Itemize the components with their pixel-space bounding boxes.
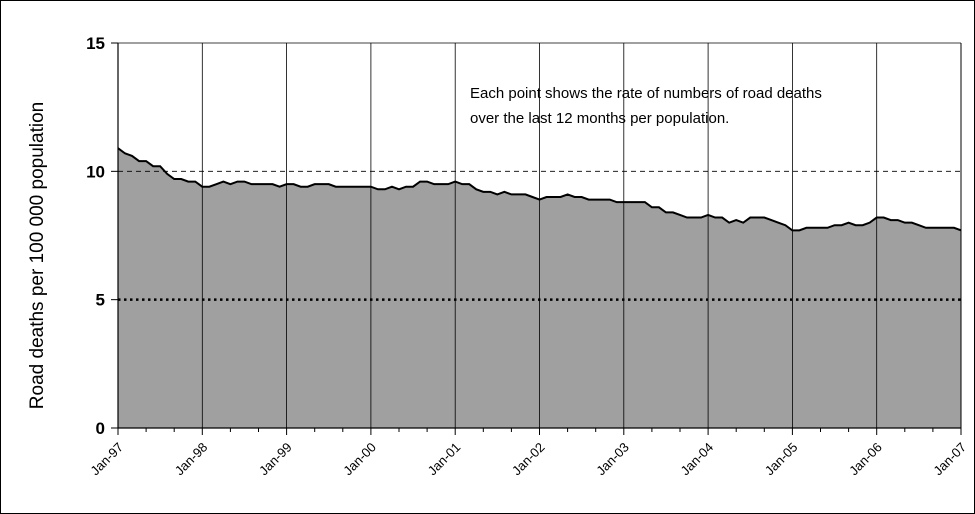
y-tick-label: 15 — [86, 34, 105, 53]
y-axis: 0 5 10 15 — [86, 34, 118, 438]
x-tick-label: Jan-04 — [678, 440, 717, 479]
series-line — [117, 147, 962, 232]
x-tick-label: Jan-99 — [256, 440, 295, 479]
x-tick-label: Jan-06 — [846, 440, 885, 479]
x-tick-label: Jan-01 — [425, 440, 464, 479]
x-tick-label: Jan-02 — [509, 440, 548, 479]
y-tick-label: 0 — [96, 419, 105, 438]
x-tick-label: Jan-05 — [762, 440, 801, 479]
x-tick-label: Jan-03 — [593, 440, 632, 479]
x-tick-label: Jan-97 — [87, 440, 126, 479]
y-axis-title: Road deaths per 100 000 population — [27, 102, 48, 409]
x-tick-label: Jan-00 — [340, 440, 379, 479]
annotation-line-2: over the last 12 months per population. — [470, 110, 729, 127]
y-tick-label: 5 — [96, 291, 105, 310]
x-axis: Jan-97 Jan-98 Jan-99 Jan-00 Jan-01 Jan-02 Jan-… — [87, 428, 969, 478]
y-tick-label: 10 — [86, 162, 105, 181]
annotation-line-1: Each point shows the rate of numbers of … — [470, 85, 822, 102]
x-tick-label: Jan-07 — [930, 440, 969, 479]
x-tick-label: Jan-98 — [172, 440, 211, 479]
